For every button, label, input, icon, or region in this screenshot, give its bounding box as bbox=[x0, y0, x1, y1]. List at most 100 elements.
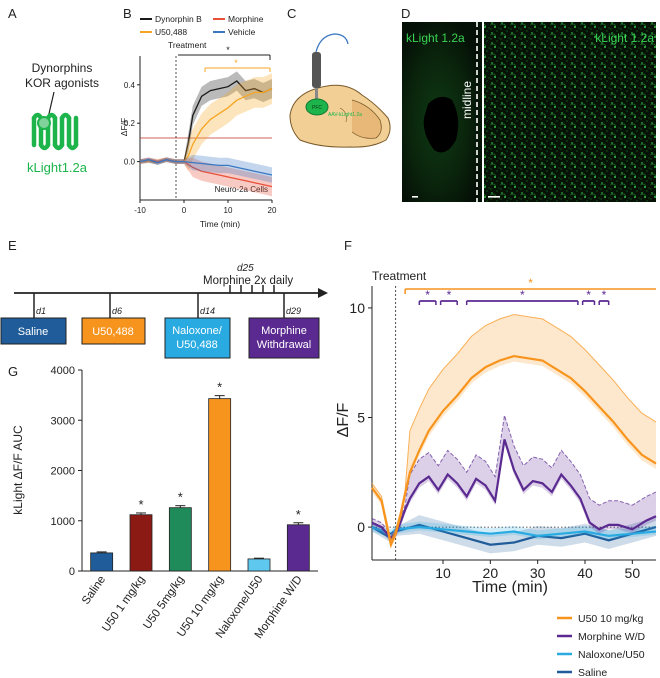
f-sig-star-morphine-2: * bbox=[520, 288, 525, 302]
category-label-u50-5mg-kg: U50 5mg/kg bbox=[141, 574, 186, 632]
b-xtick-label: 10 bbox=[224, 206, 233, 215]
panel-f-x-label: Time (min) bbox=[472, 579, 548, 596]
panel-c: C PFC AAV-kLight1.2a bbox=[287, 6, 391, 148]
g-ytick-label: 3000 bbox=[51, 415, 75, 427]
b-ytick-label: 0.0 bbox=[124, 158, 136, 167]
f-sig-star-morphine-4: * bbox=[602, 288, 607, 302]
g-ytick-label: 2000 bbox=[51, 466, 75, 478]
micrograph-label-left: kLight 1.2a bbox=[406, 31, 465, 45]
day-label-d1: d1 bbox=[36, 306, 46, 316]
panel-a-line1: Dynorphins bbox=[32, 61, 93, 75]
pfc-label: PFC bbox=[312, 105, 322, 111]
receptor-icon bbox=[31, 112, 79, 151]
f-sig-star-morphine-3: * bbox=[586, 288, 591, 302]
day-label-d6: d6 bbox=[112, 306, 122, 316]
treatment-label-b: Treatment bbox=[168, 40, 207, 50]
bar-u50-10-mg-kg bbox=[208, 398, 232, 572]
b-band-dynorphin-b bbox=[140, 71, 272, 165]
panel-b-cells-label: Neuro-2a Cells bbox=[215, 185, 268, 194]
fiber-track bbox=[423, 96, 459, 153]
legend-label-saline: Saline bbox=[578, 667, 607, 678]
condition-box-morphine bbox=[248, 317, 320, 359]
panel-f-series bbox=[371, 313, 657, 554]
legend-label-vehicle: Vehicle bbox=[228, 27, 256, 37]
ligand-icon bbox=[37, 116, 51, 130]
legend-label-dynorphin: Dynorphin B bbox=[155, 14, 202, 24]
panel-d: D midline kLight 1.2a kLight 1.2a bbox=[401, 6, 656, 202]
sig-star-dynorphin: * bbox=[226, 45, 230, 55]
bar-u50-1-mg-kg bbox=[129, 514, 153, 572]
f-band-u50-10-mg-kg bbox=[372, 314, 656, 549]
panel-label-a: A bbox=[8, 6, 17, 21]
condition-label-morphine: Morphine Withdrawal bbox=[257, 325, 311, 351]
b-xtick-label: 20 bbox=[268, 206, 277, 215]
g-ytick-label: 4000 bbox=[51, 365, 75, 377]
brain-fold bbox=[339, 107, 347, 123]
condition-label-naloxone: Naloxone/U50,488 bbox=[172, 325, 222, 351]
b-band-morphine bbox=[140, 157, 272, 197]
f-xtick-label: 20 bbox=[483, 565, 499, 581]
condition-box-saline bbox=[0, 317, 67, 345]
virus-label: AAV-kLight1.2a bbox=[328, 112, 362, 118]
f-xtick-label: 10 bbox=[435, 565, 451, 581]
panel-g-ticks: 0 1000 2000 3000 4000 bbox=[51, 365, 82, 578]
f-upper-morphine-w-d bbox=[371, 415, 657, 535]
morphine-ticks bbox=[229, 285, 275, 293]
f-xtick-label: 30 bbox=[530, 565, 546, 581]
f-xtick-label: 50 bbox=[625, 565, 641, 581]
panel-f-y-label: ΔF/F bbox=[335, 402, 352, 437]
panel-label-e: E bbox=[8, 238, 17, 253]
b-band-vehicle bbox=[140, 154, 272, 183]
b-xtick-label: -10 bbox=[134, 206, 146, 215]
pfc-region bbox=[305, 98, 329, 116]
fiber-tip bbox=[315, 88, 318, 102]
panel-f: F Treatment 0 5 10 10 20 30 40 50 ΔF/F Time (mi… bbox=[335, 238, 657, 678]
panel-g: G 0 1000 2000 3000 4000 kLight ΔF/F AUC Sali… bbox=[8, 364, 318, 641]
b-line-vehicle bbox=[139, 159, 273, 176]
f-xtick-label: 40 bbox=[577, 565, 593, 581]
timeline-arrowhead bbox=[318, 288, 328, 298]
micrograph-label-right: kLight 1.2a bbox=[595, 31, 654, 45]
f-line-naloxone-u50 bbox=[371, 525, 657, 538]
fiber-cable bbox=[315, 33, 349, 53]
bar-u50-5mg-kg bbox=[168, 507, 192, 572]
panel-label-c: C bbox=[287, 6, 296, 21]
condition-label-u50: U50,488 bbox=[92, 326, 134, 338]
f-sig-star-morphine-1: * bbox=[447, 288, 452, 302]
panel-label-f: F bbox=[344, 238, 352, 253]
f-line-morphine-w-d bbox=[371, 439, 657, 540]
b-ytick-label: 0.2 bbox=[124, 119, 136, 128]
sig-star-u50-1-mg-kg: * bbox=[138, 497, 143, 512]
b-band-u50-488 bbox=[140, 73, 272, 172]
day-ticks bbox=[33, 293, 285, 318]
panel-label-g: G bbox=[8, 364, 18, 379]
f-line-saline bbox=[371, 523, 657, 546]
panel-g-bars: Saline*U50 1 mg/kg*U50 5mg/kg*U50 10 mg/… bbox=[80, 380, 310, 641]
f-sig-star-u50: * bbox=[528, 276, 533, 290]
day-label-d14: d14 bbox=[200, 306, 215, 316]
panel-label-b: B bbox=[123, 6, 132, 21]
legend-label-u50: U50,488 bbox=[155, 27, 187, 37]
f-ytick-label: 0 bbox=[357, 519, 365, 535]
midline-label: midline bbox=[460, 81, 474, 119]
f-line-u50-10-mg-kg bbox=[371, 354, 657, 549]
g-ytick-label: 0 bbox=[69, 566, 75, 578]
condition-box-u50 bbox=[81, 317, 146, 345]
f-ytick-label: 10 bbox=[349, 300, 365, 316]
sensor-label: kLight1.2a bbox=[27, 160, 88, 175]
g-ytick-label: 1000 bbox=[51, 516, 75, 528]
treatment-label-f: Treatment bbox=[372, 269, 427, 283]
condition-label-saline: Saline bbox=[18, 326, 49, 338]
morphine-schedule-label: Morphine 2x daily bbox=[203, 275, 293, 287]
legend-label-naloxone: Naloxone/U50 bbox=[578, 649, 645, 661]
b-ytick-label: 0.4 bbox=[124, 81, 136, 90]
day-label-d29: d29 bbox=[286, 306, 301, 316]
panel-label-d: D bbox=[401, 6, 410, 21]
legend-label-morphine-wd: Morphine W/D bbox=[578, 631, 646, 643]
panel-b-legend: Dynorphin B Morphine U50,488 Vehicle bbox=[140, 14, 264, 37]
legend-label-morphine: Morphine bbox=[228, 14, 264, 24]
d25-label: d25 bbox=[237, 263, 254, 274]
sig-star-u50: * bbox=[234, 58, 238, 68]
panel-b-x-label: Time (min) bbox=[200, 219, 240, 229]
panel-f-ticks: 0 5 10 10 20 30 40 50 bbox=[349, 286, 656, 581]
